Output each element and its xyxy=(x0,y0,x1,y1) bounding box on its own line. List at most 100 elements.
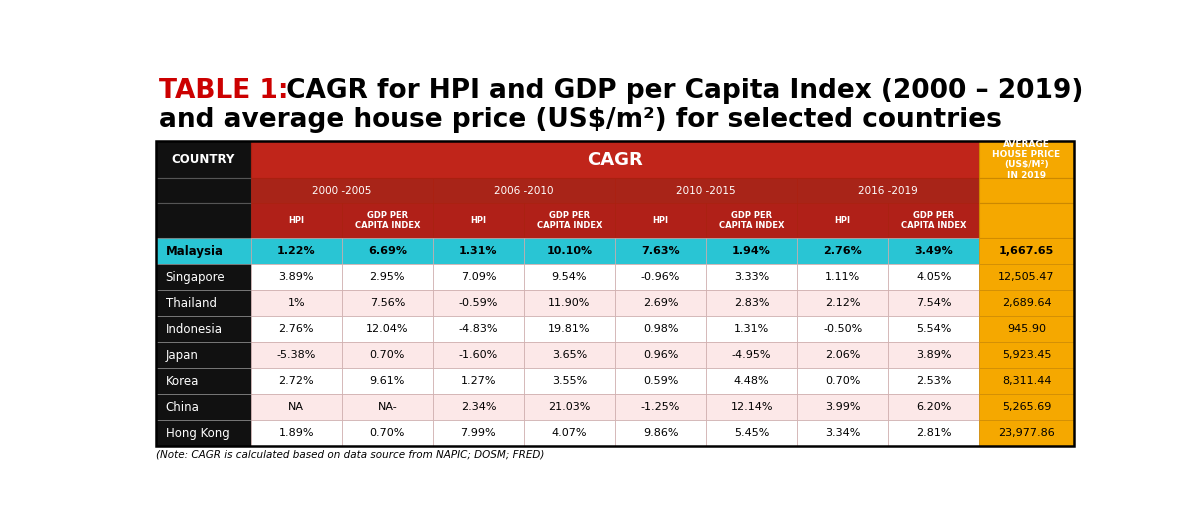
Bar xyxy=(251,342,342,368)
Bar xyxy=(156,264,251,290)
Bar xyxy=(342,342,433,368)
Text: 1,667.65: 1,667.65 xyxy=(998,247,1054,256)
Text: Malaysia: Malaysia xyxy=(166,245,223,258)
Text: 4.48%: 4.48% xyxy=(733,376,769,386)
Bar xyxy=(706,342,797,368)
Text: 2.06%: 2.06% xyxy=(824,350,860,360)
Bar xyxy=(524,203,616,238)
Text: 3.89%: 3.89% xyxy=(916,350,952,360)
Bar xyxy=(524,238,616,264)
Text: 3.65%: 3.65% xyxy=(552,350,587,360)
Bar xyxy=(251,203,342,238)
Text: 19.81%: 19.81% xyxy=(548,324,590,334)
Text: 0.59%: 0.59% xyxy=(643,376,678,386)
Bar xyxy=(616,368,706,394)
Bar xyxy=(797,316,888,342)
Bar xyxy=(156,178,251,203)
Bar xyxy=(251,264,342,290)
Text: 3.55%: 3.55% xyxy=(552,376,587,386)
Text: 2.34%: 2.34% xyxy=(461,402,496,412)
Text: 1.27%: 1.27% xyxy=(461,376,496,386)
Bar xyxy=(433,290,524,316)
Text: GDP PER
CAPITA INDEX: GDP PER CAPITA INDEX xyxy=(719,211,785,230)
Text: HPI: HPI xyxy=(653,216,668,225)
Text: 7.54%: 7.54% xyxy=(916,298,952,308)
Text: 6.20%: 6.20% xyxy=(916,402,952,412)
Bar xyxy=(433,203,524,238)
Text: 2.72%: 2.72% xyxy=(278,376,314,386)
Bar xyxy=(251,290,342,316)
Bar xyxy=(251,420,342,446)
Bar xyxy=(342,264,433,290)
Bar xyxy=(342,290,433,316)
Bar xyxy=(251,141,979,178)
Text: -0.50%: -0.50% xyxy=(823,324,863,334)
Text: 2.53%: 2.53% xyxy=(916,376,952,386)
Bar xyxy=(979,141,1074,178)
Text: HPI: HPI xyxy=(835,216,851,225)
Bar xyxy=(797,368,888,394)
Bar xyxy=(156,290,251,316)
Bar xyxy=(156,141,251,178)
Bar xyxy=(888,203,979,238)
Text: 3.99%: 3.99% xyxy=(824,402,860,412)
Bar xyxy=(888,264,979,290)
Bar xyxy=(706,264,797,290)
Bar xyxy=(797,420,888,446)
Text: 0.70%: 0.70% xyxy=(824,376,860,386)
Bar xyxy=(156,368,251,394)
Text: (Note: CAGR is calculated based on data source from NAPIC; DOSM; FRED): (Note: CAGR is calculated based on data … xyxy=(156,449,545,459)
Text: 5,265.69: 5,265.69 xyxy=(1002,402,1051,412)
Bar xyxy=(888,394,979,420)
Bar xyxy=(706,394,797,420)
Text: 2010 -2015: 2010 -2015 xyxy=(677,186,736,196)
Text: 2.76%: 2.76% xyxy=(823,247,862,256)
Bar xyxy=(888,342,979,368)
Bar xyxy=(156,141,1074,446)
Bar xyxy=(616,342,706,368)
Bar xyxy=(797,290,888,316)
Bar xyxy=(616,316,706,342)
Text: -0.59%: -0.59% xyxy=(458,298,498,308)
Bar xyxy=(524,264,616,290)
Bar xyxy=(706,368,797,394)
Bar xyxy=(342,368,433,394)
Text: 2.76%: 2.76% xyxy=(278,324,314,334)
Bar xyxy=(251,178,433,203)
Text: NA: NA xyxy=(288,402,305,412)
Text: -0.96%: -0.96% xyxy=(641,272,680,282)
Text: AVERAGE
HOUSE PRICE
(US$/M²)
IN 2019: AVERAGE HOUSE PRICE (US$/M²) IN 2019 xyxy=(992,140,1061,180)
Bar xyxy=(979,178,1074,203)
Text: HPI: HPI xyxy=(288,216,305,225)
Text: 12.04%: 12.04% xyxy=(366,324,408,334)
Text: GDP PER
CAPITA INDEX: GDP PER CAPITA INDEX xyxy=(901,211,966,230)
Bar xyxy=(156,420,251,446)
Bar xyxy=(342,238,433,264)
Bar xyxy=(433,264,524,290)
Bar xyxy=(433,238,524,264)
Bar xyxy=(797,178,979,203)
Bar xyxy=(251,394,342,420)
Text: 2.81%: 2.81% xyxy=(916,428,952,438)
Bar xyxy=(706,316,797,342)
Text: 5.45%: 5.45% xyxy=(734,428,769,438)
Text: 9.61%: 9.61% xyxy=(370,376,406,386)
Text: 3.89%: 3.89% xyxy=(278,272,314,282)
Bar xyxy=(888,368,979,394)
Text: -1.25%: -1.25% xyxy=(641,402,680,412)
Text: 11.90%: 11.90% xyxy=(548,298,590,308)
Bar xyxy=(251,238,342,264)
Bar xyxy=(616,264,706,290)
Text: 2,689.64: 2,689.64 xyxy=(1002,298,1051,308)
Text: 2016 -2019: 2016 -2019 xyxy=(858,186,918,196)
Text: 945.90: 945.90 xyxy=(1007,324,1046,334)
Text: 0.70%: 0.70% xyxy=(370,350,406,360)
Bar xyxy=(706,290,797,316)
Text: CAGR: CAGR xyxy=(587,151,643,169)
Text: 7.63%: 7.63% xyxy=(641,247,680,256)
Text: 1.31%: 1.31% xyxy=(734,324,769,334)
Text: 23,977.86: 23,977.86 xyxy=(998,428,1055,438)
Bar xyxy=(797,342,888,368)
Text: 9.86%: 9.86% xyxy=(643,428,678,438)
Text: HPI: HPI xyxy=(470,216,486,225)
